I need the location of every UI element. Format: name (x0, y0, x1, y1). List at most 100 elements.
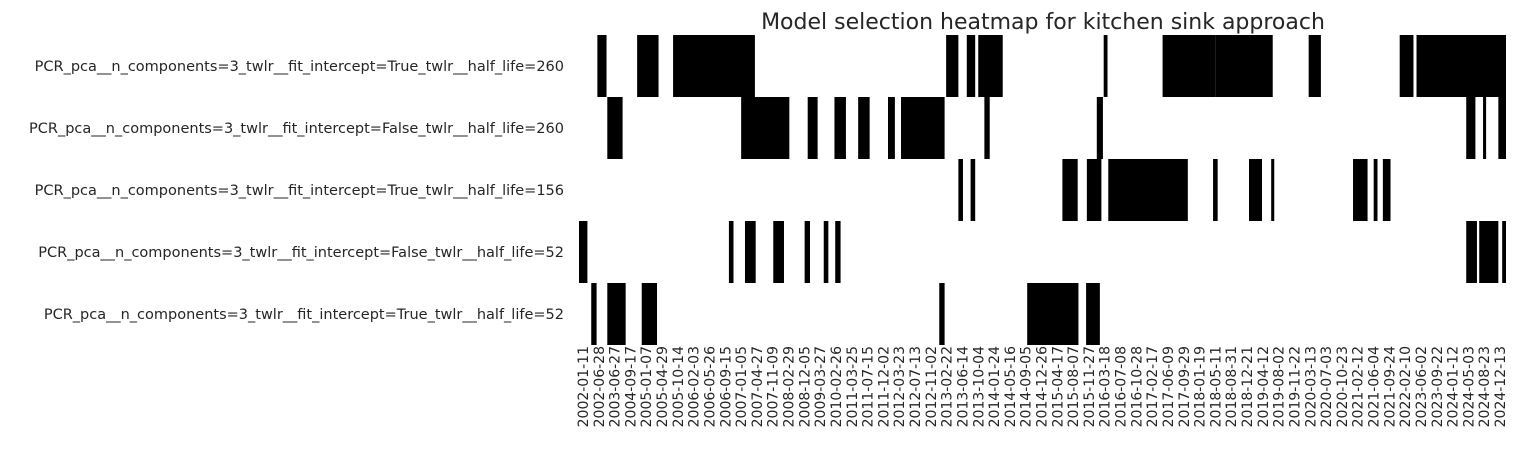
heatmap-cell-selected (744, 221, 756, 283)
heatmap-cell-selected (1498, 97, 1506, 159)
heatmap-cell-selected (1062, 159, 1078, 221)
x-tick-label: 2020-10-23 (1335, 346, 1351, 427)
heatmap-cell-selected (1483, 97, 1487, 159)
x-tick-label: 2021-09-24 (1382, 346, 1398, 427)
heatmap-cell-selected (591, 283, 597, 345)
heatmap-cell-selected (1215, 35, 1273, 97)
heatmap-row-background (579, 159, 1506, 221)
x-tick-label: 2002-06-28 (592, 346, 608, 427)
x-tick-label: 2011-12-02 (876, 346, 892, 427)
heatmap-cell-selected (1103, 35, 1108, 97)
heatmap-cell-selected (607, 97, 623, 159)
heatmap-cell-selected (1086, 159, 1102, 221)
row-label: PCR_pca__n_components=3_twlr__fit_interc… (35, 183, 564, 199)
heatmap-cell-selected (1399, 35, 1414, 97)
x-tick-label: 2019-04-12 (1256, 346, 1272, 427)
heatmap-cell-selected (1466, 97, 1476, 159)
x-tick-label: 2013-06-14 (955, 346, 971, 427)
x-tick-label: 2023-09-22 (1430, 346, 1446, 427)
x-tick-label: 2006-02-03 (687, 346, 703, 427)
x-tick-label: 2003-06-27 (608, 346, 624, 427)
x-tick-label: 2022-02-10 (1398, 346, 1414, 427)
heatmap-cell-selected (823, 221, 829, 283)
x-tick-label: 2010-02-26 (829, 346, 845, 427)
row-label: PCR_pca__n_components=3_twlr__fit_interc… (35, 59, 564, 75)
heatmap-cell-selected (641, 283, 658, 345)
heatmap-cell-selected (888, 97, 895, 159)
row-label: PCR_pca__n_components=3_twlr__fit_interc… (38, 245, 564, 261)
x-tick-label: 2007-01-05 (734, 346, 750, 427)
x-tick-label: 2011-07-15 (861, 346, 877, 427)
heatmap-cell-selected (637, 35, 659, 97)
heatmap-cell-selected (1479, 221, 1499, 283)
x-tick-label: 2016-03-18 (1098, 346, 1114, 427)
heatmap-cell-selected (1353, 159, 1368, 221)
heatmap-cell-selected (804, 221, 810, 283)
x-tick-label: 2011-03-25 (845, 346, 861, 427)
x-tick-label: 2024-08-23 (1477, 346, 1493, 427)
x-tick-label: 2015-11-27 (1082, 346, 1098, 427)
heatmap-cell-selected (939, 283, 945, 345)
x-tick-label: 2005-01-07 (639, 346, 655, 427)
heatmap-cell-selected (1502, 221, 1506, 283)
heatmap-cell-selected (1108, 159, 1188, 221)
x-tick-labels: 2002-01-11 2002-06-28 2003-06-27 2004-09-17… (576, 346, 1509, 427)
x-tick-label: 2020-03-13 (1303, 346, 1319, 427)
x-tick-label: 2007-11-09 (766, 346, 782, 427)
heatmap-cell-selected (958, 159, 963, 221)
x-tick-label: 2012-03-23 (892, 346, 908, 427)
x-tick-label: 2006-05-26 (703, 346, 719, 427)
x-tick-label: 2002-01-11 (576, 346, 592, 427)
x-tick-label: 2019-11-22 (1288, 346, 1304, 427)
heatmap-cells (579, 35, 1506, 345)
heatmap-row-background (579, 221, 1506, 283)
heatmap-cell-selected (1086, 283, 1100, 345)
x-tick-label: 2020-07-03 (1319, 346, 1335, 427)
heatmap-cell-selected (673, 35, 755, 97)
row-label: PCR_pca__n_components=3_twlr__fit_interc… (44, 307, 564, 323)
x-tick-label: 2012-07-13 (908, 346, 924, 427)
chart-title: Model selection heatmap for kitchen sink… (761, 10, 1325, 35)
x-tick-label: 2024-12-13 (1493, 346, 1509, 427)
x-tick-label: 2017-06-09 (1161, 346, 1177, 427)
x-tick-label: 2023-06-02 (1414, 346, 1430, 427)
x-tick-label: 2016-07-08 (1114, 346, 1130, 427)
x-tick-label: 2018-01-19 (1193, 346, 1209, 427)
x-tick-label: 2017-09-29 (1177, 346, 1193, 427)
heatmap-cell-selected (1162, 35, 1216, 97)
x-tick-label: 2008-02-29 (782, 346, 798, 427)
heatmap-cell-selected (984, 97, 990, 159)
x-tick-label: 2021-02-12 (1351, 346, 1367, 427)
heatmap-row-background (579, 97, 1506, 159)
heatmap-cell-selected (607, 283, 626, 345)
heatmap-cell-selected (741, 97, 790, 159)
heatmap-cell-selected (978, 35, 1003, 97)
x-tick-label: 2021-06-04 (1367, 346, 1383, 427)
x-tick-label: 2009-03-27 (813, 346, 829, 427)
x-tick-label: 2014-01-24 (987, 346, 1003, 427)
x-tick-label: 2024-01-12 (1446, 346, 1462, 427)
heatmap-cell-selected (1271, 159, 1275, 221)
x-tick-label: 2024-05-03 (1461, 346, 1477, 427)
heatmap-cell-selected (858, 97, 870, 159)
heatmap-cell-selected (1096, 97, 1103, 159)
heatmap-cell-selected (835, 221, 841, 283)
heatmap-cell-selected (1373, 159, 1378, 221)
heatmap-cell-selected (1027, 283, 1079, 345)
x-tick-label: 2018-05-11 (1208, 346, 1224, 427)
x-tick-label: 2015-04-17 (1050, 346, 1066, 427)
x-tick-label: 2004-09-17 (623, 346, 639, 427)
heatmap-cell-selected (946, 35, 959, 97)
x-tick-label: 2014-12-26 (1035, 346, 1051, 427)
x-tick-label: 2017-02-17 (1145, 346, 1161, 427)
heatmap-cell-selected (1308, 35, 1321, 97)
heatmap-cell-selected (773, 221, 784, 283)
heatmap-cell-selected (1249, 159, 1263, 221)
heatmap-cell-selected (579, 221, 588, 283)
x-tick-label: 2018-12-21 (1240, 346, 1256, 427)
x-tick-label: 2014-05-16 (1003, 346, 1019, 427)
x-tick-label: 2007-04-27 (750, 346, 766, 427)
x-tick-label: 2008-12-05 (797, 346, 813, 427)
heatmap-cell-selected (834, 97, 846, 159)
